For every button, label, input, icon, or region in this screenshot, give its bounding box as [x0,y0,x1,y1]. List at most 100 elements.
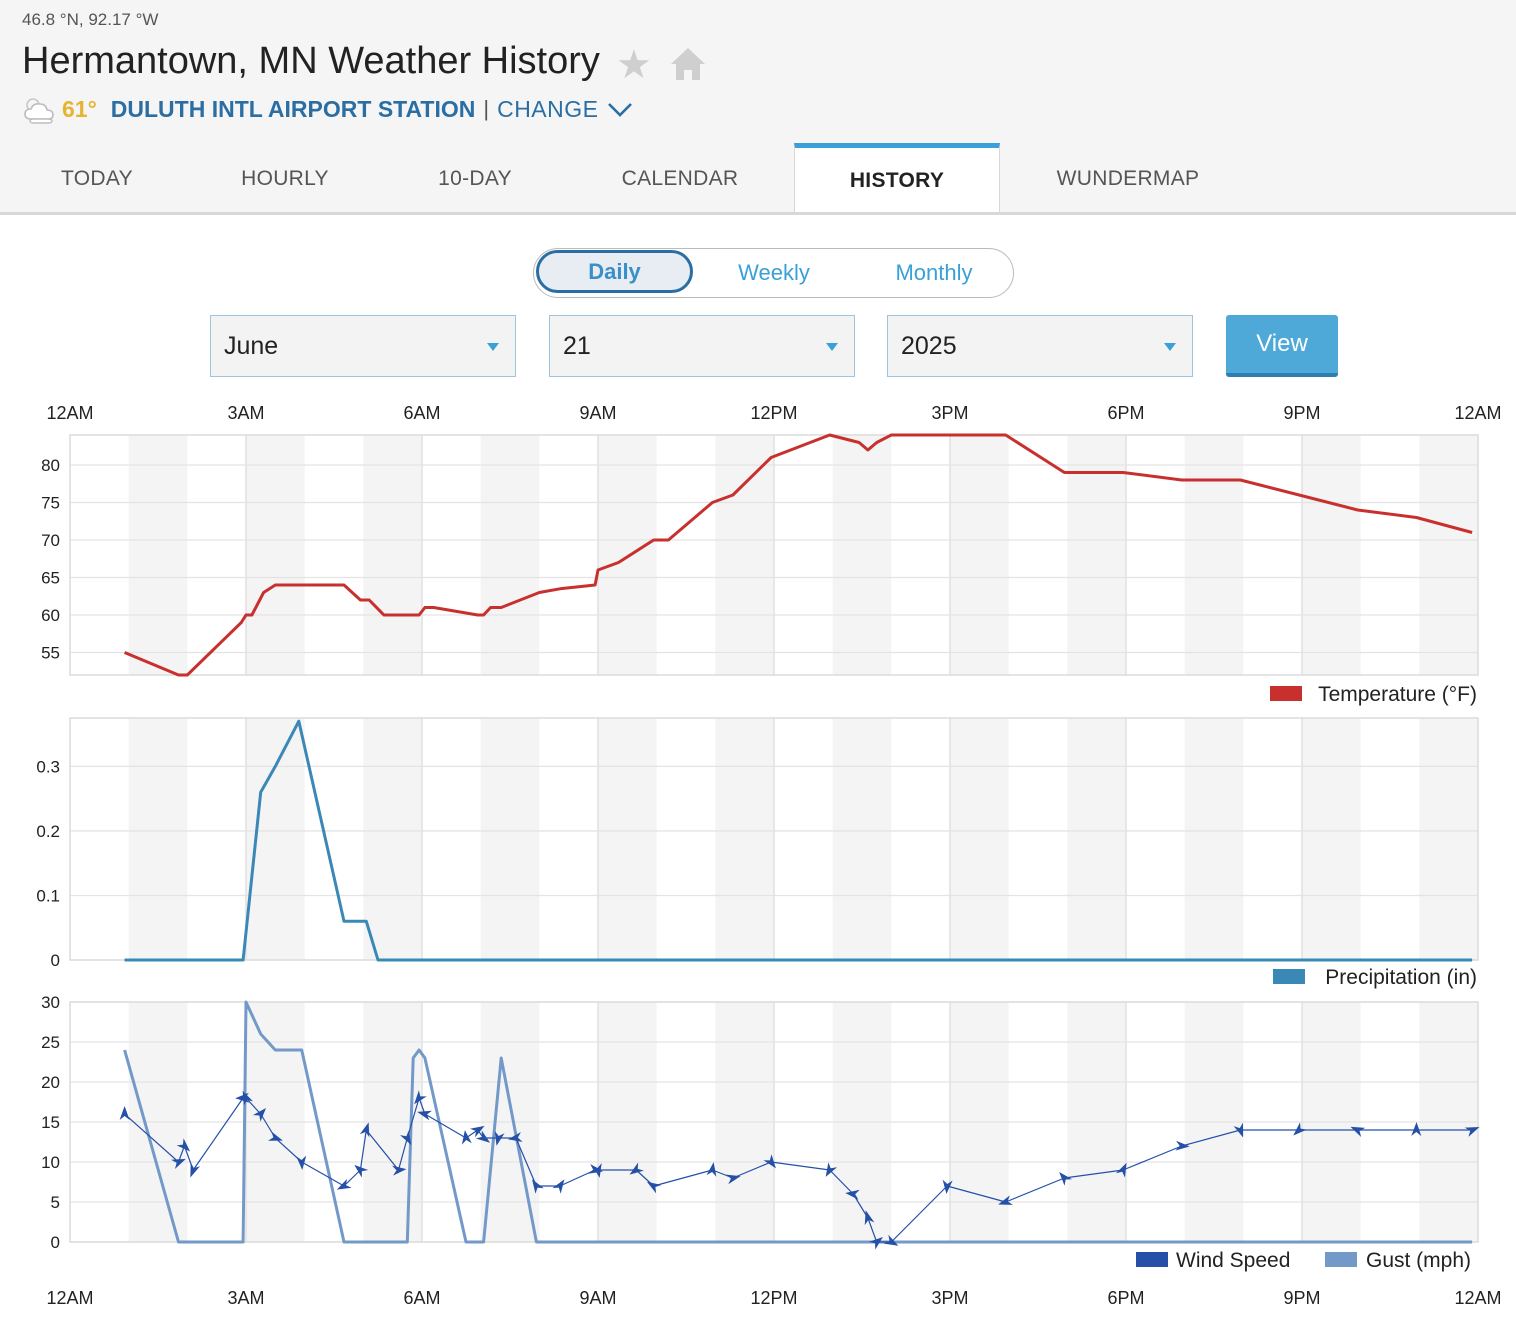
temperature-legend-swatch [1270,686,1302,701]
hour-band [1302,435,1361,675]
change-label: CHANGE [497,95,599,122]
time-tick-label: 12AM [46,1288,93,1308]
wind-direction-marker [845,1189,860,1200]
wind-direction-marker [475,1130,491,1143]
wind-direction-marker [1115,1162,1127,1178]
year-select[interactable]: 2025 [887,315,1193,377]
weekly-option[interactable]: Weekly [738,259,810,285]
hour-band [1184,435,1244,675]
time-tick-label: 3PM [931,403,968,423]
y-tick-label: 25 [41,1033,60,1052]
tab-wundermap[interactable]: WUNDERMAP [1056,166,1200,190]
hour-band [128,718,188,960]
wind-chart: 30 25 20 15 10 5 0 [41,993,1480,1252]
wind-direction-marker [864,1210,875,1226]
wind-direction-marker [552,1179,565,1194]
wind-direction-marker [1059,1171,1073,1186]
hour-band [832,718,892,960]
station-name-link[interactable]: DULUTH INTL AIRPORT STATION [110,95,476,122]
plot-frame [69,434,1479,676]
series-line-0 [124,433,1473,677]
series-line-1 [123,1000,1473,1244]
hour-band [715,435,774,675]
wind-direction-marker [296,1155,307,1170]
star-icon[interactable]: ★ [616,43,652,87]
wind-direction-marker [392,1165,407,1176]
partly-cloudy-icon [24,98,54,124]
y-tick-label: 0 [51,1233,60,1252]
wind-direction-marker [883,1234,899,1246]
wind-direction-marker [252,1108,267,1122]
day-select[interactable]: 21 [549,315,855,377]
wind-direction-marker [242,1090,254,1106]
wind-direction-marker [417,1110,432,1121]
change-station-link[interactable]: CHANGE [497,96,634,123]
hour-band [128,435,188,675]
precipitation-legend-label: Precipitation (in) [1325,966,1477,989]
time-axis-bottom: 12AM 3AM 6AM 9AM 12PM 3PM 6PM 9PM 12AM [46,1288,1501,1308]
wind-direction-marker [1293,1122,1307,1136]
page-header: 46.8 °N, 92.17 °W Hermantown, MN Weather… [0,0,1516,214]
hour-band [950,718,1009,960]
wind-direction-marker [646,1181,662,1194]
tab-history[interactable]: HISTORY [794,143,1000,214]
hour-band [246,435,305,675]
y-tick-label: 0 [51,951,60,970]
hour-band [832,435,892,675]
precipitation-legend-swatch [1273,969,1305,984]
wind-direction-marker [763,1154,776,1169]
wind-direction-marker [942,1179,953,1194]
time-tick-label: 12PM [750,1288,797,1308]
monthly-option[interactable]: Monthly [895,259,973,285]
hour-band [480,718,540,960]
temperature-chart: 80 75 70 65 60 55 [41,433,1479,677]
wind-direction-marker [868,1236,883,1250]
tab-today[interactable]: TODAY [61,166,133,190]
view-button[interactable]: View [1226,315,1338,377]
wind-direction-marker [400,1130,412,1145]
location-coordinates: 46.8 °N, 92.17 °W [22,10,159,29]
gust-legend-swatch [1325,1252,1357,1267]
home-icon[interactable] [668,44,708,84]
wind-direction-marker [825,1162,838,1177]
time-tick-label: 9PM [1283,403,1320,423]
time-tick-label: 6PM [1107,1288,1144,1308]
caret-down-icon [826,343,838,351]
y-tick-label: 0.2 [36,822,60,841]
wind-direction-marker [414,1090,427,1105]
wind-direction-marker [354,1164,369,1178]
tab-calendar[interactable]: CALENDAR [621,166,739,190]
y-tick-label: 75 [41,494,60,513]
wind-direction-marker [998,1195,1013,1205]
wind-direction-marker [461,1130,472,1145]
time-tick-label: 9PM [1283,1288,1320,1308]
precipitation-chart: 0.3 0.2 0.1 0 [36,717,1479,970]
time-tick-label: 3AM [227,403,264,423]
hour-band [950,435,1009,675]
daily-option[interactable]: Daily [536,250,693,293]
wind-direction-marker [1233,1122,1244,1138]
hour-band [1302,718,1361,960]
wind-direction-marker [1175,1140,1190,1151]
hour-band [1067,718,1126,960]
time-tick-label: 12AM [1454,1288,1501,1308]
separator: | [483,96,490,121]
tab-hourly[interactable]: HOURLY [241,166,329,190]
wind-direction-marker [267,1131,283,1141]
time-tick-label: 9AM [579,403,616,423]
month-select[interactable]: June [210,315,516,377]
wind-direction-marker [119,1106,130,1120]
wind-direction-marker [176,1138,191,1152]
month-value: June [224,332,279,360]
wind-direction-marker [532,1179,544,1194]
time-tick-label: 6PM [1107,403,1144,423]
period-toggle: Daily Weekly Monthly [533,248,1014,298]
tab-10-day[interactable]: 10-DAY [438,166,512,190]
time-tick-label: 12AM [1454,403,1501,423]
wind-direction-marker [725,1174,741,1185]
tab-bar: TODAY HOURLY 10-DAY CALENDAR HISTORY WUN… [0,143,1516,214]
time-tick-label: 6AM [403,1288,440,1308]
wind-direction-marker [1464,1127,1480,1137]
y-tick-label: 65 [41,569,60,588]
